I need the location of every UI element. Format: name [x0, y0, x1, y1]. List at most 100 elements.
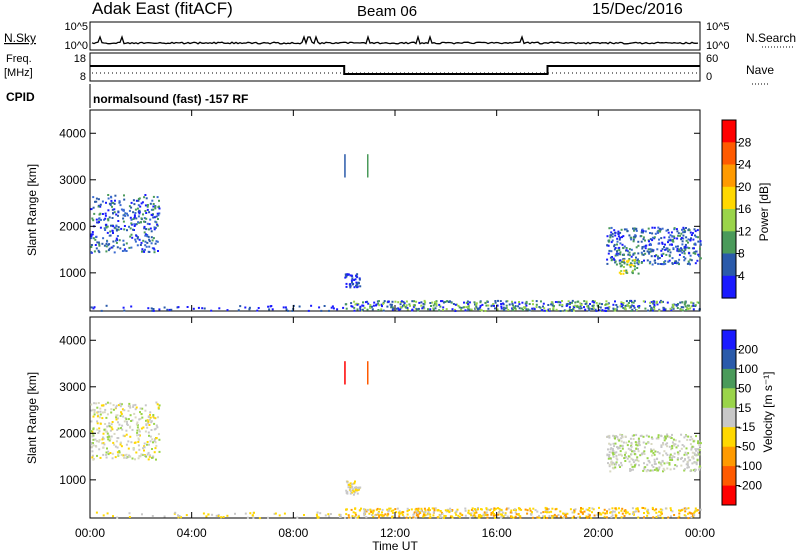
- range-cell: [653, 237, 656, 240]
- range-cell: [134, 223, 137, 226]
- range-cell: [120, 411, 123, 414]
- range-cell: [546, 511, 548, 514]
- range-cell: [435, 300, 438, 303]
- range-cell: [423, 307, 426, 310]
- range-cell: [614, 231, 617, 234]
- range-cell: [657, 255, 659, 258]
- range-cell: [518, 508, 521, 511]
- range-cell: [139, 411, 141, 414]
- range-cell: [156, 196, 159, 199]
- range-cell: [127, 418, 130, 421]
- range-cell: [694, 507, 697, 510]
- range-cell: [627, 250, 629, 253]
- range-cell: [687, 517, 690, 520]
- range-cell: [520, 508, 523, 511]
- range-cell: [152, 203, 155, 205]
- range-cell: [503, 309, 506, 311]
- range-cell: [614, 254, 617, 257]
- range-cell: [418, 511, 421, 514]
- range-cell: [587, 508, 590, 511]
- range-cell: [608, 455, 611, 458]
- range-cell: [544, 506, 547, 509]
- range-cell: [696, 259, 699, 262]
- range-cell: [621, 444, 624, 447]
- range-cell: [126, 212, 128, 215]
- range-cell: [380, 303, 383, 306]
- streak-mark: [344, 361, 346, 385]
- range-cell: [618, 464, 621, 467]
- range-cell: [632, 301, 635, 304]
- range-cell: [291, 309, 294, 312]
- colorbar-tick-label: -15: [738, 420, 756, 434]
- freq-tick-top: 18: [74, 53, 86, 65]
- range-cell: [154, 441, 157, 444]
- range-cell: [679, 457, 682, 460]
- range-cell: [497, 507, 499, 510]
- range-cell: [693, 461, 696, 464]
- range-cell: [129, 406, 132, 409]
- range-cell: [566, 304, 569, 307]
- range-cell: [618, 507, 620, 510]
- range-cell: [428, 507, 430, 510]
- range-cell: [610, 259, 613, 262]
- range-cell: [117, 404, 120, 407]
- range-cell: [359, 285, 362, 288]
- range-cell: [577, 300, 580, 303]
- range-cell: [587, 306, 590, 309]
- range-cell: [338, 513, 341, 516]
- range-cell: [504, 307, 507, 310]
- range-cell: [145, 212, 148, 214]
- range-cell: [630, 238, 633, 241]
- range-cell: [695, 449, 697, 452]
- range-cell: [651, 226, 654, 229]
- range-cell: [144, 233, 147, 236]
- range-cell: [90, 251, 92, 254]
- range-cell: [134, 441, 137, 444]
- range-cell: [694, 262, 697, 265]
- range-cell: [102, 436, 104, 439]
- range-cell: [622, 258, 625, 261]
- range-cell: [358, 488, 360, 491]
- range-cell: [693, 228, 696, 231]
- range-cell: [660, 444, 663, 447]
- range-cell: [676, 245, 679, 248]
- range-cell: [526, 512, 529, 515]
- range-cell: [413, 300, 416, 303]
- range-cell: [685, 447, 688, 450]
- range-cell: [430, 305, 432, 307]
- range-cell: [622, 259, 625, 262]
- range-cell: [107, 197, 110, 200]
- range-cell: [127, 447, 130, 450]
- range-cell: [580, 511, 583, 514]
- range-cell: [651, 248, 654, 251]
- range-cell: [684, 514, 687, 517]
- range-cell: [699, 240, 702, 243]
- range-cell: [115, 440, 118, 443]
- range-cell: [612, 510, 614, 513]
- range-cell: [396, 507, 399, 510]
- range-cell: [342, 306, 345, 309]
- time-x-axis: 00:00 04:00 08:00 12:00 16:00 20:00 00:00: [75, 110, 715, 540]
- range-cell: [92, 237, 95, 240]
- range-cell: [399, 306, 402, 309]
- range-cell: [614, 507, 617, 510]
- colorbar-swatch: [722, 120, 736, 143]
- range-cell: [485, 511, 488, 514]
- range-cell: [423, 303, 426, 306]
- range-cell: [658, 257, 661, 259]
- range-cell: [103, 244, 106, 247]
- range-cell: [637, 240, 640, 243]
- range-cell: [689, 307, 692, 310]
- range-cell: [699, 466, 702, 469]
- range-cell: [133, 223, 136, 226]
- range-cell: [607, 462, 609, 465]
- range-cell: [484, 310, 487, 312]
- range-cell: [122, 239, 125, 242]
- range-cell: [202, 512, 205, 515]
- range-cell: [427, 508, 430, 511]
- range-cell: [689, 443, 692, 446]
- range-cell: [537, 516, 540, 519]
- range-cell: [579, 305, 582, 308]
- range-cell: [447, 301, 450, 303]
- range-cell: [479, 309, 482, 311]
